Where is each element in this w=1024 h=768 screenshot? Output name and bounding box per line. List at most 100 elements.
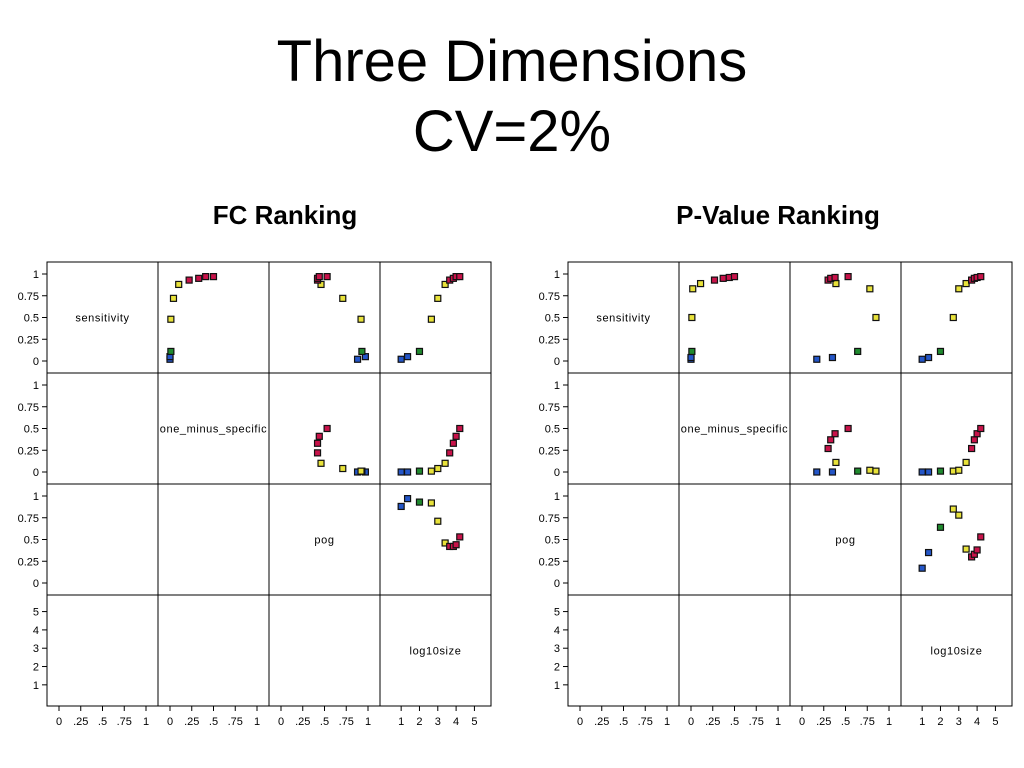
y-tick-label: 0	[33, 356, 39, 368]
data-point	[315, 432, 323, 440]
y-tick-label: 0.5	[545, 313, 560, 325]
data-point	[955, 466, 963, 474]
data-point	[456, 533, 464, 541]
data-point	[317, 459, 325, 467]
data-point	[918, 468, 926, 476]
data-point	[936, 467, 945, 475]
x-tick-label: 1	[886, 716, 892, 728]
data-point	[949, 505, 957, 513]
data-point	[427, 467, 435, 475]
x-tick-label: .75	[339, 716, 354, 728]
data-point	[456, 424, 464, 433]
y-tick-label: 3	[33, 643, 39, 655]
data-point	[924, 468, 933, 476]
y-tick-label: 0.5	[545, 424, 560, 436]
data-point	[844, 424, 852, 433]
y-tick-label: 1	[33, 680, 39, 692]
data-point	[175, 280, 183, 289]
data-point	[195, 274, 203, 282]
data-point	[955, 511, 963, 519]
data-point	[353, 355, 362, 363]
x-tick-label: 4	[974, 716, 980, 728]
y-tick-label: 0.75	[539, 291, 560, 303]
data-point	[339, 294, 347, 302]
data-point	[973, 546, 981, 554]
x-tick-label: .75	[860, 716, 875, 728]
x-tick-label: .5	[841, 716, 850, 728]
y-tick-label: 0.75	[18, 513, 39, 525]
data-point	[866, 285, 874, 293]
data-point	[209, 273, 218, 281]
data-point	[434, 517, 442, 525]
x-tick-label: .25	[184, 716, 199, 728]
x-tick-label: .75	[638, 716, 653, 728]
y-tick-label: 4	[33, 625, 39, 637]
data-point	[872, 313, 880, 322]
x-tick-label: 2	[937, 716, 943, 728]
data-point	[687, 353, 695, 362]
data-point	[918, 355, 926, 363]
data-point	[169, 294, 178, 302]
variable-label-sensitivity: sensitivity	[596, 313, 650, 325]
x-tick-label: .5	[98, 716, 107, 728]
y-tick-label: 1	[554, 269, 560, 281]
data-point	[452, 541, 460, 549]
x-tick-label: .25	[705, 716, 720, 728]
slide-title: Three Dimensions	[276, 29, 748, 94]
y-tick-label: 0	[554, 467, 560, 479]
x-tick-label: 0	[56, 716, 62, 728]
y-tick-label: 1	[554, 680, 560, 692]
data-point	[831, 273, 839, 282]
data-point	[313, 439, 322, 447]
x-tick-label: 0	[278, 716, 284, 728]
data-point	[452, 432, 460, 440]
data-point	[456, 273, 464, 281]
data-point	[403, 495, 412, 503]
data-point	[872, 467, 880, 475]
x-tick-label: 3	[435, 716, 441, 728]
data-point	[397, 468, 405, 476]
data-point	[185, 276, 193, 284]
data-point	[449, 439, 457, 447]
y-tick-label: 0.5	[24, 535, 39, 547]
data-point	[357, 315, 365, 323]
data-point	[827, 436, 835, 444]
y-tick-label: 1	[554, 380, 560, 392]
y-tick-label: 0.25	[539, 445, 560, 457]
data-point	[415, 467, 424, 475]
data-point	[202, 273, 210, 281]
y-tick-label: 3	[554, 643, 560, 655]
data-point	[831, 430, 839, 438]
variable-label-log10size: log10size	[410, 646, 462, 658]
y-tick-label: 0.25	[18, 445, 39, 457]
data-point	[403, 468, 412, 476]
data-point	[446, 449, 454, 457]
data-point	[397, 502, 405, 511]
x-tick-label: 0	[167, 716, 173, 728]
x-tick-label: 1	[365, 716, 371, 728]
data-point	[441, 459, 449, 467]
variable-label-pog: pog	[835, 535, 855, 547]
data-point	[427, 499, 435, 507]
y-tick-label: 4	[554, 625, 560, 637]
x-tick-label: 1	[775, 716, 781, 728]
data-point	[403, 353, 412, 361]
data-point	[866, 466, 874, 474]
data-point	[828, 353, 837, 362]
data-point	[924, 353, 933, 362]
x-tick-label: 0	[799, 716, 805, 728]
data-point	[730, 273, 739, 281]
x-tick-label: 1	[664, 716, 670, 728]
y-tick-label: 0	[33, 578, 39, 590]
y-tick-label: 0.5	[545, 535, 560, 547]
data-point	[441, 280, 449, 289]
data-point	[358, 347, 366, 356]
y-tick-label: 0.75	[539, 513, 560, 525]
data-point	[977, 424, 985, 433]
data-point	[854, 347, 862, 356]
data-point	[955, 285, 963, 293]
x-tick-label: .25	[295, 716, 310, 728]
data-point	[813, 468, 821, 476]
data-point	[813, 355, 821, 363]
